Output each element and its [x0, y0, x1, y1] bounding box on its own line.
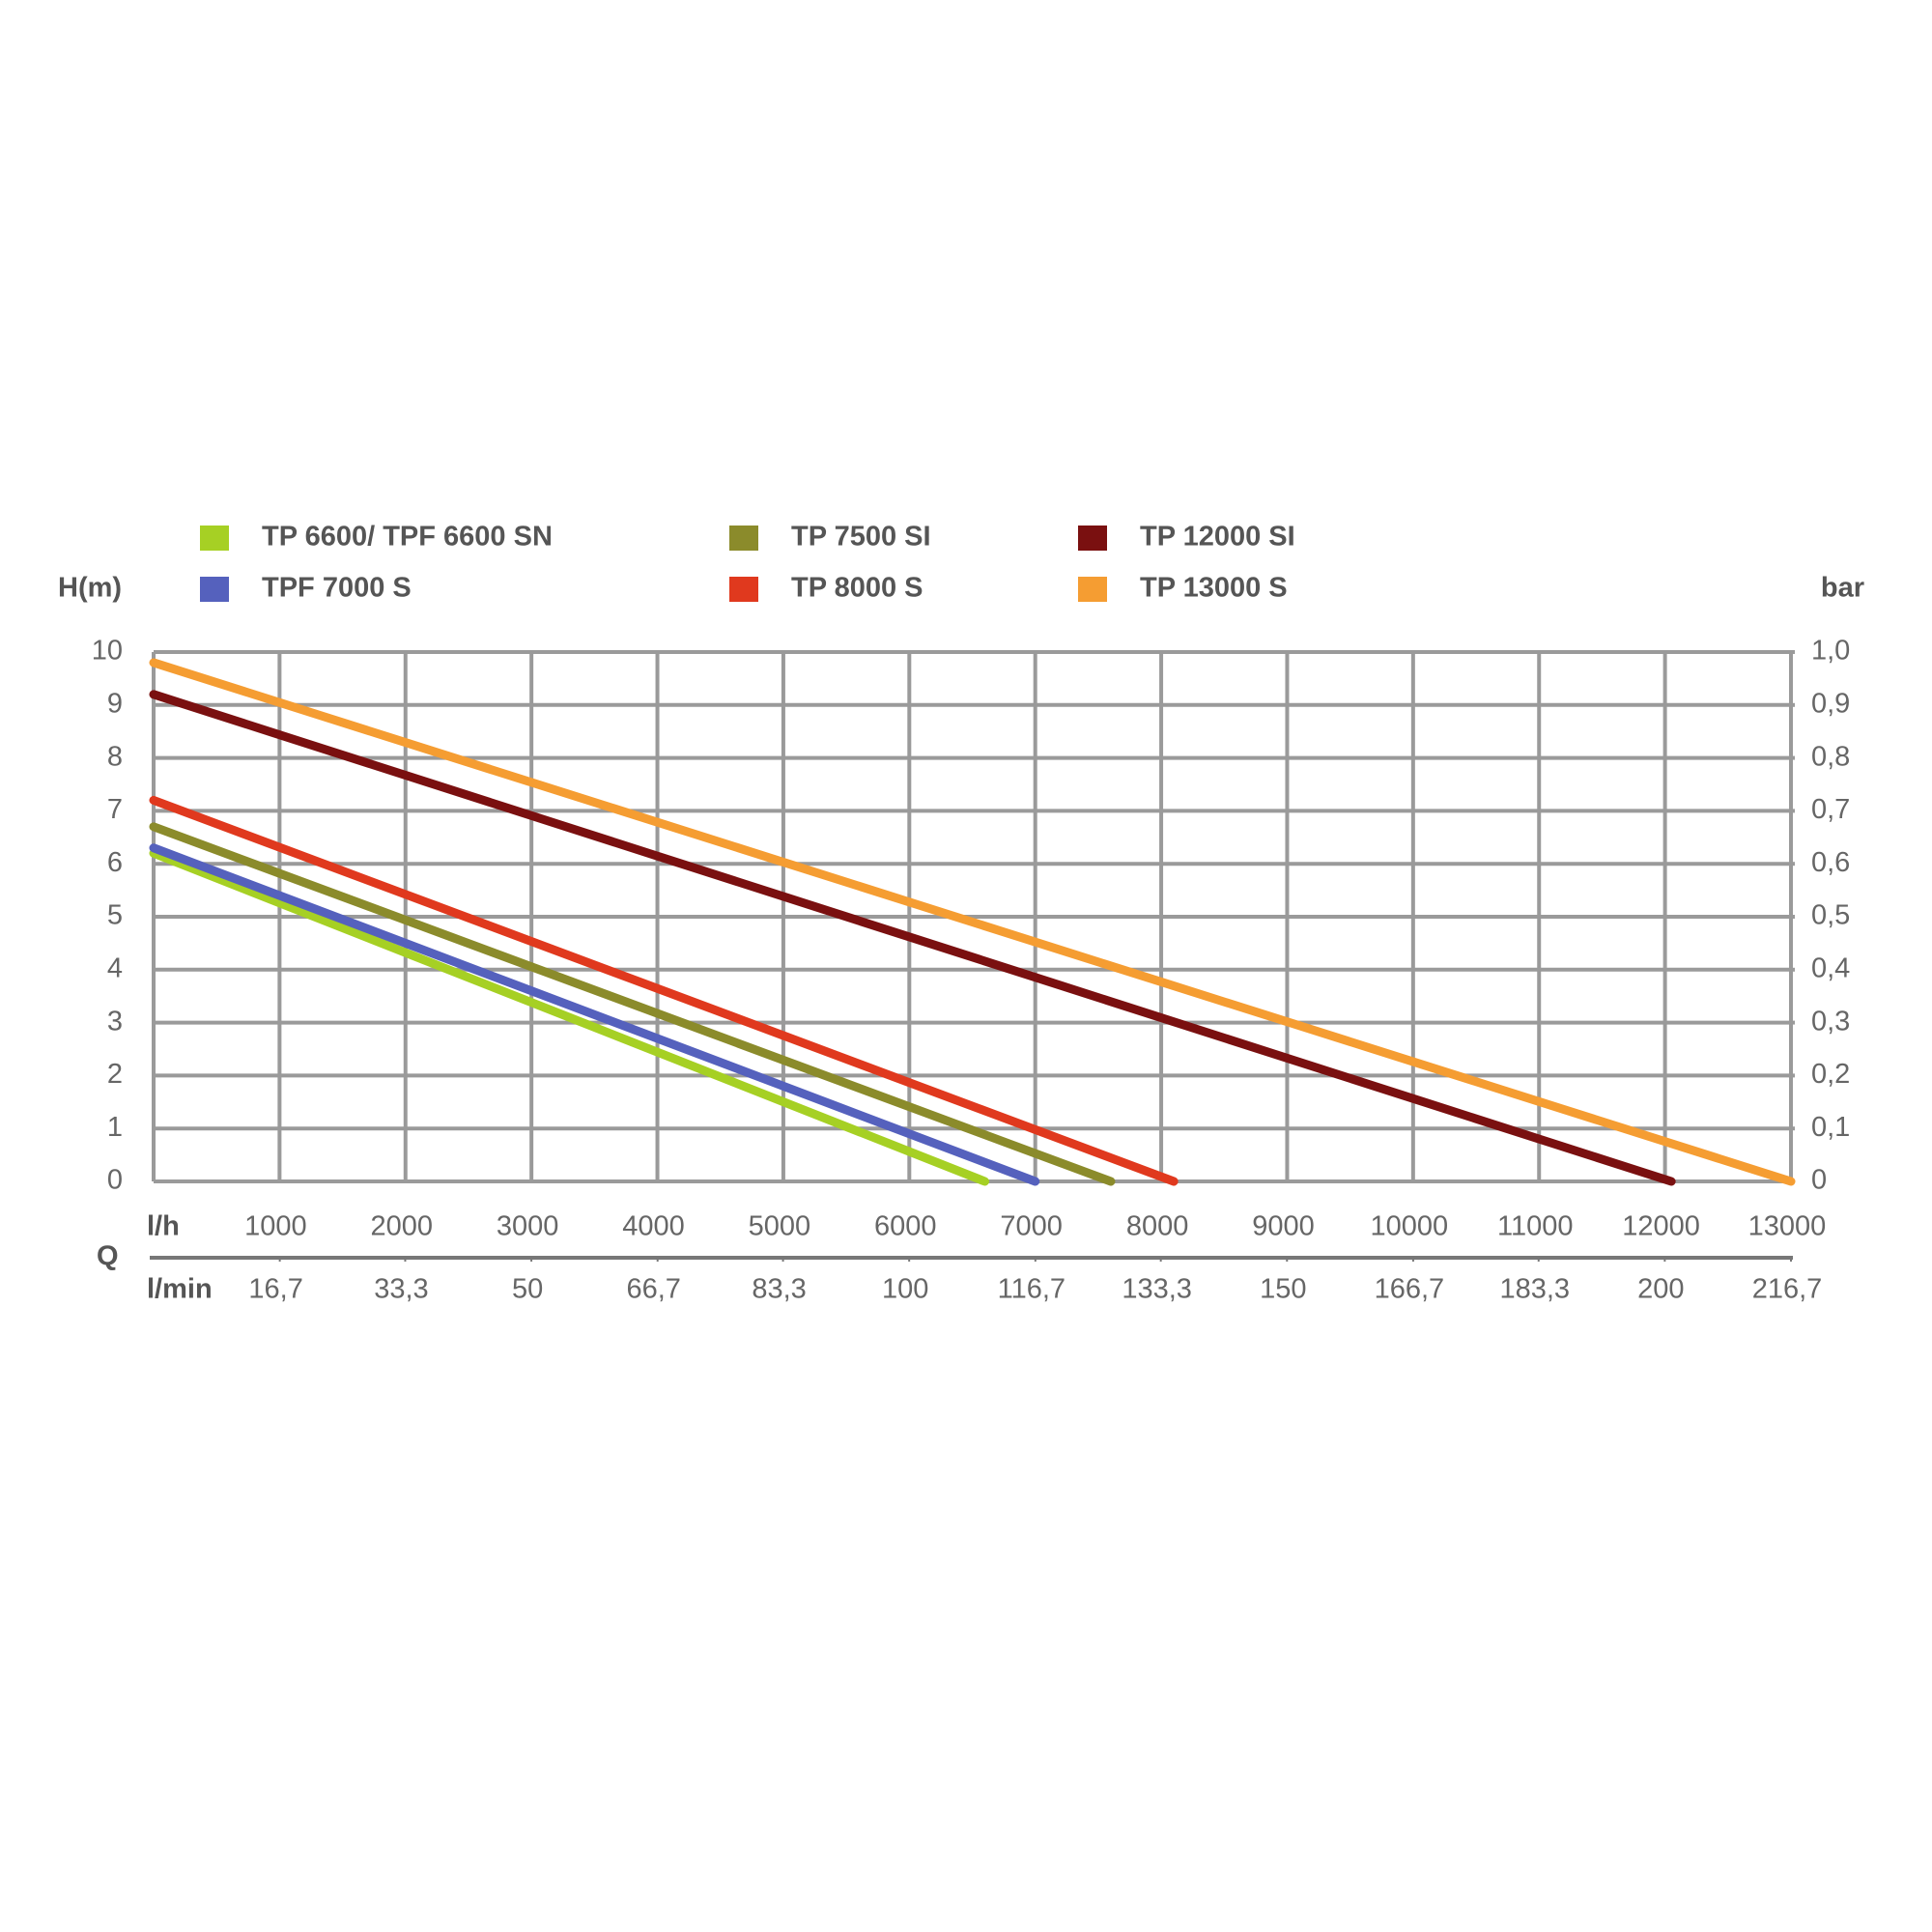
- y2-tick-label: 0,8: [1811, 741, 1850, 772]
- x2-tick-label: 216,7: [1752, 1274, 1823, 1305]
- y2-tick-label: 0,4: [1811, 952, 1850, 983]
- x-tick-label: 2000: [371, 1211, 434, 1242]
- x2-tick-label: 66,7: [626, 1274, 680, 1305]
- x2-tick-label: 16,7: [248, 1274, 302, 1305]
- y2-tick-label: 1,0: [1811, 636, 1850, 667]
- y-tick-label: 4: [107, 952, 123, 983]
- x-tick-label: 11000: [1497, 1211, 1574, 1242]
- y-tick-label: 7: [107, 794, 123, 825]
- x2-unit-label: l/min: [147, 1274, 213, 1305]
- x-unit-label: l/h: [147, 1211, 180, 1242]
- series-line: [149, 843, 1040, 1186]
- x2-tick-label: 100: [882, 1274, 928, 1305]
- y2-tick-label: 0: [1811, 1165, 1827, 1196]
- series-line: [149, 658, 1796, 1186]
- y2-tick-label: 0,6: [1811, 847, 1850, 878]
- x-tick-label: 7000: [1000, 1211, 1063, 1242]
- legend-label: TP 7500 SI: [791, 522, 931, 553]
- x2-tick-label: 183,3: [1499, 1274, 1570, 1305]
- legend-swatch: [1078, 577, 1107, 602]
- x-tick-label: 12000: [1622, 1211, 1700, 1242]
- x-tick-label: 8000: [1126, 1211, 1189, 1242]
- y-axis-label: H(m): [58, 573, 122, 604]
- y2-tick-label: 0,5: [1811, 900, 1850, 931]
- y-tick-label: 5: [107, 900, 123, 931]
- legend-swatch: [1078, 526, 1107, 551]
- legend-swatch: [200, 577, 229, 602]
- x-tick-label: 6000: [874, 1211, 937, 1242]
- x-tick-label: 9000: [1252, 1211, 1315, 1242]
- y2-tick-label: 0,9: [1811, 688, 1850, 719]
- x2-tick-label: 33,3: [374, 1274, 428, 1305]
- x2-tick-label: 116,7: [998, 1274, 1065, 1305]
- y-tick-label: 0: [107, 1165, 123, 1196]
- legend-label: TP 13000 S: [1140, 573, 1288, 604]
- y2-tick-label: 0,3: [1811, 1006, 1850, 1037]
- y-tick-label: 1: [107, 1112, 123, 1143]
- legend-label: TP 6600/ TPF 6600 SN: [262, 522, 553, 553]
- legend-label: TPF 7000 S: [262, 573, 412, 604]
- x2-tick-label: 133,3: [1122, 1274, 1192, 1305]
- x-tick-label: 4000: [622, 1211, 685, 1242]
- x-tick-label: 1000: [244, 1211, 307, 1242]
- y2-tick-label: 0,1: [1811, 1112, 1850, 1143]
- legend-swatch: [729, 526, 758, 551]
- legend-swatch: [200, 526, 229, 551]
- x-tick-label: 10000: [1371, 1211, 1449, 1242]
- x-axis-label: Q: [97, 1241, 119, 1272]
- y2-tick-label: 0,2: [1811, 1059, 1850, 1090]
- legend-swatch: [729, 577, 758, 602]
- y2-axis-label: bar: [1821, 573, 1864, 604]
- legend-label: TP 8000 S: [791, 573, 923, 604]
- y2-tick-label: 0,7: [1811, 794, 1850, 825]
- x-tick-label: 13000: [1748, 1211, 1827, 1242]
- y-tick-label: 9: [107, 688, 123, 719]
- x2-tick-label: 50: [512, 1274, 543, 1305]
- x2-tick-label: 150: [1260, 1274, 1306, 1305]
- x2-tick-label: 83,3: [752, 1274, 806, 1305]
- y-tick-label: 3: [107, 1006, 123, 1037]
- legend-label: TP 12000 SI: [1140, 522, 1295, 553]
- x-tick-label: 3000: [497, 1211, 559, 1242]
- x2-tick-label: 166,7: [1375, 1274, 1445, 1305]
- series-line: [149, 690, 1676, 1186]
- x-tick-label: 5000: [749, 1211, 811, 1242]
- y-tick-label: 10: [92, 636, 123, 667]
- series-line: [149, 848, 990, 1186]
- y-tick-label: 6: [107, 847, 123, 878]
- series-line: [149, 822, 1116, 1186]
- y-tick-label: 8: [107, 741, 123, 772]
- y-tick-label: 2: [107, 1059, 123, 1090]
- x2-tick-label: 200: [1637, 1274, 1684, 1305]
- series-line: [149, 795, 1179, 1186]
